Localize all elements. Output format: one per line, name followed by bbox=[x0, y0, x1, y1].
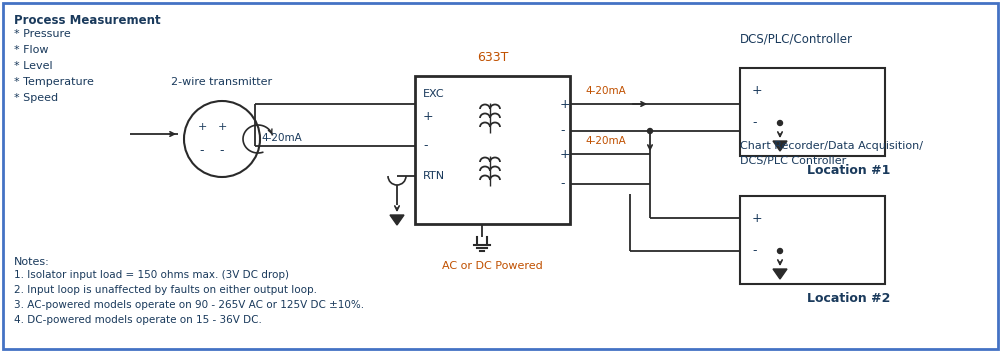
Text: +: + bbox=[217, 122, 226, 132]
Text: Chart Recorder/Data Acquisition/: Chart Recorder/Data Acquisition/ bbox=[740, 141, 923, 151]
Text: 2. Input loop is unaffected by faults on either output loop.: 2. Input loop is unaffected by faults on… bbox=[14, 285, 317, 295]
Text: DCS/PLC/Controller: DCS/PLC/Controller bbox=[740, 33, 853, 46]
Text: Location #1: Location #1 bbox=[807, 164, 890, 177]
Text: +: + bbox=[560, 98, 571, 111]
Text: +: + bbox=[752, 83, 763, 96]
Circle shape bbox=[778, 120, 783, 126]
Text: +: + bbox=[197, 122, 206, 132]
Bar bbox=[415, 76, 570, 224]
Polygon shape bbox=[773, 141, 787, 151]
Text: 4-20mA: 4-20mA bbox=[585, 136, 626, 146]
Text: -: - bbox=[220, 145, 224, 157]
Text: 4. DC-powered models operate on 15 - 36V DC.: 4. DC-powered models operate on 15 - 36V… bbox=[14, 315, 262, 325]
Text: +: + bbox=[752, 212, 763, 225]
Circle shape bbox=[648, 128, 653, 133]
Text: Location #2: Location #2 bbox=[807, 292, 890, 305]
Text: -: - bbox=[423, 139, 427, 152]
Text: 4-20mA: 4-20mA bbox=[261, 133, 301, 143]
Text: AC or DC Powered: AC or DC Powered bbox=[441, 261, 543, 271]
Text: * Level: * Level bbox=[14, 61, 53, 71]
Polygon shape bbox=[390, 215, 404, 225]
Text: -: - bbox=[560, 177, 565, 190]
Text: EXC: EXC bbox=[423, 89, 444, 99]
Text: -: - bbox=[560, 125, 565, 138]
Text: DCS/PLC Controller: DCS/PLC Controller bbox=[740, 156, 846, 166]
Text: 633T: 633T bbox=[476, 51, 509, 64]
Text: * Speed: * Speed bbox=[14, 93, 58, 103]
Text: -: - bbox=[752, 245, 757, 258]
Bar bbox=[740, 68, 885, 156]
Text: 1. Isolator input load = 150 ohms max. (3V DC drop): 1. Isolator input load = 150 ohms max. (… bbox=[14, 270, 289, 280]
Text: 4-20mA: 4-20mA bbox=[585, 86, 626, 96]
Text: 2-wire transmitter: 2-wire transmitter bbox=[171, 77, 272, 87]
Text: 3. AC-powered models operate on 90 - 265V AC or 125V DC ±10%.: 3. AC-powered models operate on 90 - 265… bbox=[14, 300, 364, 310]
Text: * Pressure: * Pressure bbox=[14, 29, 71, 39]
Text: RTN: RTN bbox=[423, 171, 445, 181]
Circle shape bbox=[778, 249, 783, 253]
Text: +: + bbox=[423, 109, 433, 122]
Text: Notes:: Notes: bbox=[14, 257, 50, 267]
Polygon shape bbox=[773, 269, 787, 279]
Bar bbox=[740, 196, 885, 284]
Text: * Temperature: * Temperature bbox=[14, 77, 94, 87]
Text: Process Measurement: Process Measurement bbox=[14, 14, 160, 27]
Text: -: - bbox=[752, 117, 757, 130]
Text: +: + bbox=[560, 147, 571, 161]
Text: * Flow: * Flow bbox=[14, 45, 48, 55]
Text: -: - bbox=[200, 145, 204, 157]
